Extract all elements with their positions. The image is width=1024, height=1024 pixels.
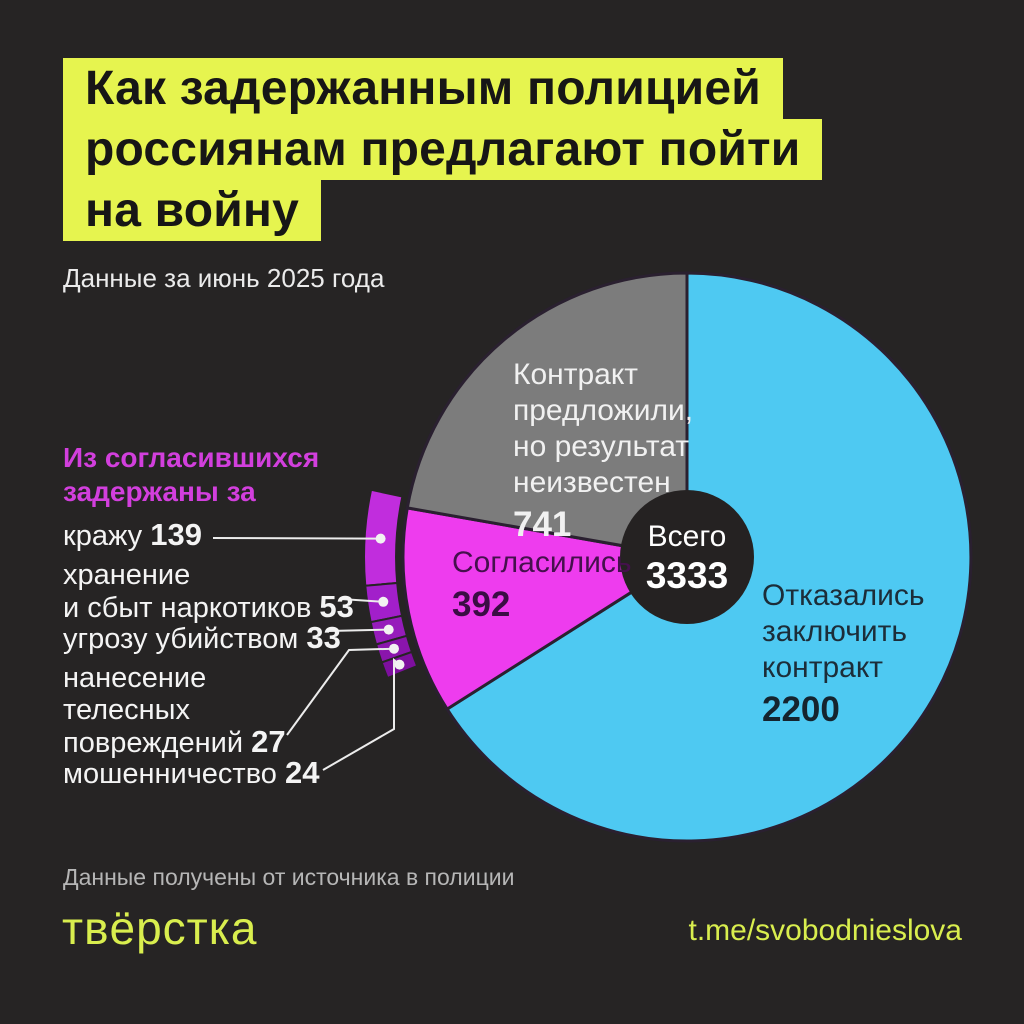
- breakdown-item-bodily-harm: нанесение телесных повреждений 27: [63, 662, 286, 759]
- total-caption: Всего: [647, 520, 727, 553]
- pie-slice: [405, 271, 689, 559]
- breakdown-item-label: мошенничество: [63, 758, 277, 790]
- breakdown-item-drugs: хранение и сбыт наркотиков 53: [63, 559, 354, 624]
- slice-label-refused: Отказались заключить контракт 2200: [762, 579, 925, 729]
- slice-label-agreed: Согласились 392: [452, 546, 632, 624]
- breakdown-item-label: кражу: [63, 520, 143, 552]
- leader-dot: [375, 533, 386, 544]
- slice-value-unknown: 741: [513, 505, 572, 544]
- page-title: Как задержанным полицией россиянам предл…: [63, 58, 823, 241]
- telegram-link: t.me/svobodnieslova: [688, 914, 963, 947]
- period-subtitle: Данные за июнь 2025 года: [63, 263, 385, 293]
- leader-line: [328, 628, 389, 632]
- leader-dot: [389, 643, 399, 654]
- pie-center-label: Всего 3333: [587, 518, 787, 597]
- breakdown-heading: Из согласившихся задержаны за: [63, 441, 319, 509]
- breakdown-item-label: нанесение: [63, 662, 207, 694]
- title-line-1: Как задержанным полицией: [63, 58, 783, 119]
- slice-label-unknown: Контракт предложили, но результат неизве…: [513, 358, 694, 544]
- leader-dot: [394, 659, 405, 670]
- pie-center-circle: [620, 490, 754, 624]
- breakdown-item-value: 33: [306, 620, 341, 655]
- breakdown-item-murder-threat: угрозу убийством 33: [63, 620, 341, 656]
- breakdown-item-value: 139: [150, 517, 202, 552]
- verstka-logo: твёрстка: [62, 902, 258, 954]
- source-note: Данные получены от источника в полиции: [63, 864, 515, 890]
- leader-dot: [378, 596, 389, 607]
- total-value: 3333: [645, 555, 729, 596]
- slice-value-agreed: 392: [452, 585, 511, 624]
- leader-line: [212, 537, 381, 540]
- breakdown-item-value: 27: [251, 724, 286, 759]
- breakdown-item-value: 24: [284, 755, 320, 790]
- pie-slice: [401, 506, 689, 711]
- breakdown-item-label: угрозу убийством: [63, 623, 299, 655]
- leader-line: [286, 647, 395, 736]
- breakdown-heading-line-1: Из согласившихся: [63, 442, 320, 473]
- leader-line: [340, 598, 384, 603]
- slice-value-refused: 2200: [762, 690, 840, 729]
- breakdown-item-theft: кражу 139: [63, 517, 202, 553]
- breakdown-item-label-line-3: повреждений 27: [63, 724, 286, 760]
- title-line-3: на войну: [63, 180, 322, 241]
- breakdown-item-fraud: мошенничество 24: [63, 755, 320, 791]
- leader-dot: [383, 624, 394, 635]
- breakdown-item-label-line-2: и сбыт наркотиков 53: [63, 589, 354, 625]
- title-line-2: россиянам предлагают пойти: [63, 119, 823, 180]
- breakdown-heading-line-2: задержаны за: [63, 476, 256, 507]
- breakdown-item-value: 53: [319, 589, 354, 624]
- breakdown-item-label: хранение: [63, 559, 191, 591]
